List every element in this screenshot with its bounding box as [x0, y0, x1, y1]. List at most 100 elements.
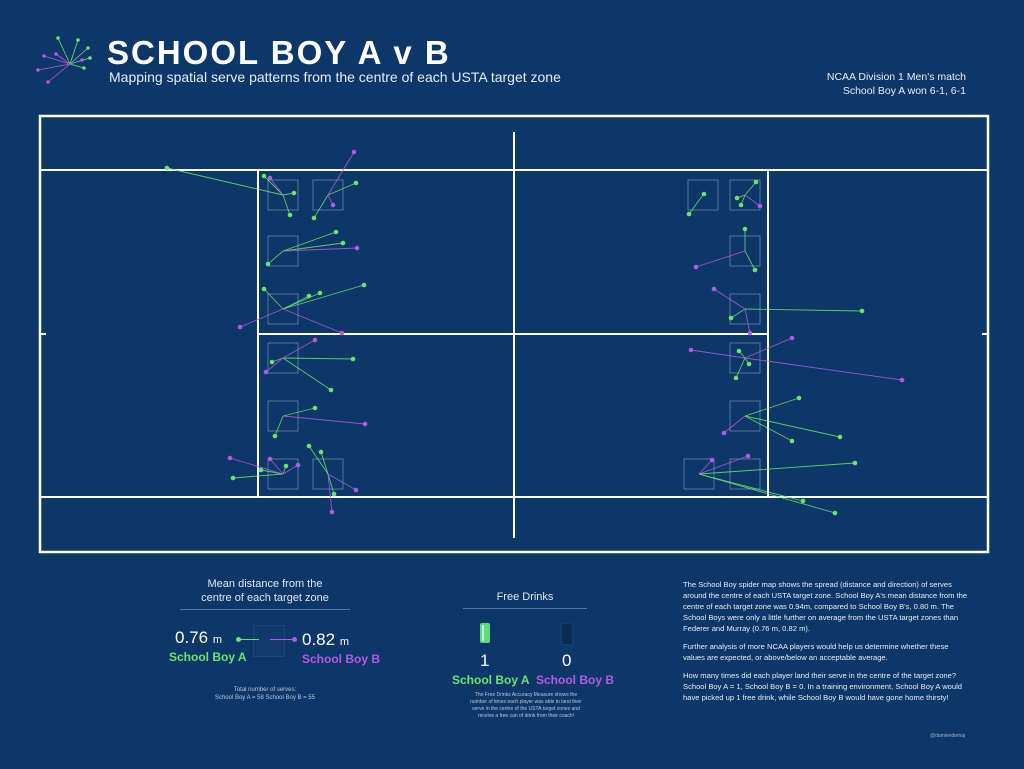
serve-point	[312, 337, 318, 343]
serve-spoke-line	[698, 459, 713, 475]
court-lines	[38, 114, 990, 554]
serve-point	[291, 190, 297, 196]
analysis-paragraph-3: How many times did each player land thei…	[683, 671, 963, 702]
logo-spoke	[69, 39, 79, 65]
logo-dot	[36, 68, 40, 72]
logo-spoke	[57, 37, 71, 65]
target-zone-box	[267, 400, 299, 432]
serve-spoke-line	[688, 194, 704, 215]
serve-spoke-line	[698, 455, 749, 475]
mean-distance-b-name: School Boy B	[302, 652, 381, 666]
mean-distance-panel: Mean distance from the centre of each ta…	[165, 577, 380, 702]
analysis-text: The School Boy spider map shows the spre…	[683, 579, 968, 710]
free-drinks-b-name: School Boy B	[536, 673, 615, 687]
free-drinks-panel: Free Drinks 1 0 School Boy A School Boy …	[452, 590, 614, 692]
serve-point	[733, 375, 739, 381]
serve-spoke-line	[730, 308, 746, 319]
total-serves-values: School Boy A = 58 School Boy B = 55	[214, 695, 316, 701]
serve-point	[227, 455, 233, 461]
page-subtitle: Mapping spatial serve patterns from the …	[109, 69, 561, 85]
serve-spoke-line	[744, 415, 841, 438]
free-drinks-note: The Free Drinks Accuracy Measure shows t…	[470, 692, 582, 719]
serve-point	[742, 226, 748, 232]
serve-point	[261, 286, 267, 292]
school-boy-b-legend-dot	[292, 637, 297, 642]
serve-point	[267, 456, 273, 462]
serve-spoke-line	[282, 247, 358, 252]
serve-point	[330, 202, 336, 208]
serve-point	[747, 330, 753, 336]
serve-point	[800, 498, 806, 504]
serve-point	[789, 335, 795, 341]
serve-point	[340, 240, 346, 246]
serve-spoke-line	[166, 167, 284, 196]
serve-point	[258, 467, 264, 473]
target-zone-box	[267, 458, 299, 490]
serve-point	[237, 324, 243, 330]
serve-point	[272, 433, 278, 439]
serve-point	[311, 215, 317, 221]
logo-spoke	[69, 47, 89, 65]
logo-spoke	[47, 63, 71, 83]
spider-logo-icon	[36, 36, 92, 84]
serve-spoke-line	[269, 458, 284, 475]
serve-point	[164, 165, 170, 171]
serve-spoke-line	[327, 473, 335, 495]
serve-point	[329, 509, 335, 515]
serve-point	[736, 348, 742, 354]
mean-distance-a-name: School Boy A	[169, 650, 247, 664]
serve-spoke-line	[698, 473, 836, 514]
target-zone-box	[687, 179, 719, 211]
logo-spoke	[55, 53, 71, 65]
serve-spoke-line	[320, 451, 329, 475]
target-zones	[267, 179, 761, 490]
serve-point	[745, 453, 751, 459]
school-boy-a-legend-dot	[236, 637, 241, 642]
serve-spoke-line	[282, 308, 343, 334]
serve-spoke-line	[744, 397, 800, 417]
series-school-boy-b	[227, 149, 905, 515]
serve-point	[693, 264, 699, 270]
logo-dot	[86, 46, 90, 50]
serve-point	[752, 267, 758, 273]
serve-spoke-line	[698, 473, 804, 502]
serve-point	[287, 212, 293, 218]
serve-point	[318, 449, 324, 455]
serve-spoke-line	[744, 357, 903, 381]
serve-spoke-line	[282, 231, 337, 252]
match-info-division: NCAA Division 1 Men's match	[826, 71, 966, 83]
mean-distance-row: 0.76 m 0.82 m School Boy A School Boy B	[165, 622, 380, 672]
serve-spoke-line	[713, 288, 746, 310]
target-zone-box	[729, 342, 761, 374]
serve-spoke-line	[239, 308, 284, 328]
serve-point	[859, 308, 865, 314]
serve-spoke-line	[282, 357, 332, 391]
total-serves-note: Total number of serves: School Boy A = 5…	[165, 686, 365, 702]
serve-spoke-line	[327, 151, 355, 196]
serve-spoke-line	[274, 415, 284, 437]
analysis-paragraph-1: The School Boy spider map shows the spre…	[683, 580, 968, 633]
match-info-result: School Boy A won 6-1, 6-1	[842, 85, 966, 97]
logo-dot	[76, 38, 80, 42]
serve-point	[328, 387, 334, 393]
school-boy-b-legend-line	[270, 639, 295, 640]
serve-point	[757, 203, 763, 209]
serve-spoke-line	[282, 242, 344, 252]
serve-spoke-line	[308, 445, 329, 475]
serve-point	[265, 261, 271, 267]
serve-spoke-line	[744, 337, 793, 359]
serve-spoke-line	[282, 415, 366, 425]
serve-spoke-line	[282, 292, 321, 310]
match-info: NCAA Division 1 Men's match School Boy A…	[827, 70, 966, 98]
logo-spoke	[37, 63, 71, 71]
serve-spoke-line	[269, 177, 284, 196]
logo-spoke	[69, 63, 85, 69]
serve-spoke-line	[263, 288, 284, 310]
serve-spoke-line	[282, 194, 291, 216]
free-drinks-title: Free Drinks	[496, 591, 554, 603]
target-zone-box	[267, 179, 299, 211]
serve-point	[796, 395, 802, 401]
serve-point	[339, 330, 345, 336]
serve-point	[354, 245, 360, 251]
free-drinks-a-value: 1	[480, 651, 490, 670]
